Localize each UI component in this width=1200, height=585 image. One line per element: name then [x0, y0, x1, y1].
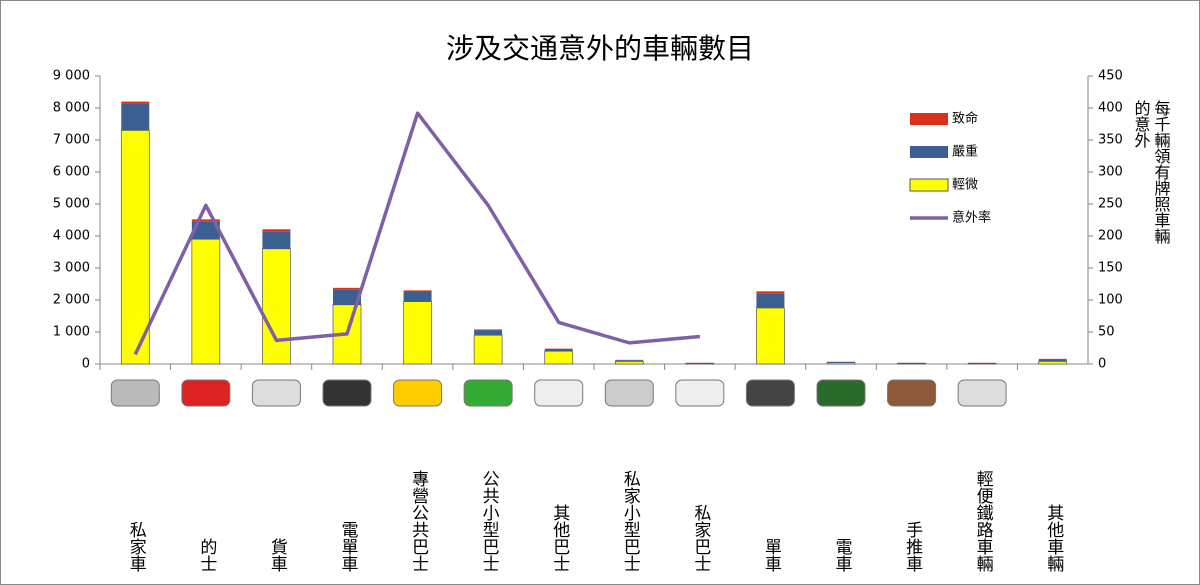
bar: [121, 101, 150, 104]
bar: [191, 238, 221, 365]
vehicle-icon: [110, 379, 160, 407]
bar: [756, 307, 785, 365]
bar: [262, 231, 291, 249]
vehicle-icon: [816, 379, 866, 407]
x-tick-label: 的士: [196, 538, 217, 572]
bar: [826, 362, 856, 365]
y-tick-label: 3 000: [53, 261, 90, 276]
bar: [1038, 358, 1067, 360]
y2-axis-title: 每千輛領有牌照車輛: [1152, 100, 1171, 244]
y-tick-label: 1 000: [53, 325, 90, 340]
bar: [262, 229, 291, 232]
x-tick-label: 其他巴士: [549, 504, 570, 572]
bar: [827, 361, 855, 363]
vehicle-icon: [887, 379, 937, 407]
x-tick-label: 私家小型巴士: [620, 470, 641, 572]
vehicle-icon: [534, 379, 584, 407]
vehicle-icon: [251, 379, 301, 407]
line: [133, 111, 701, 356]
bar: [967, 363, 997, 365]
x-tick-label: 手推車: [902, 521, 923, 572]
legend-label: 致命: [952, 111, 978, 127]
y-tick-label: 6 000: [53, 165, 90, 180]
bar: [544, 350, 574, 365]
bar: [473, 334, 503, 365]
bar: [333, 287, 361, 290]
vehicle-icon: [322, 379, 372, 407]
y-tick-label: 4 000: [53, 229, 90, 244]
y2-axis-title: 的意外: [1132, 100, 1151, 148]
legend-swatch: [910, 113, 948, 125]
y2-tick-label: 200: [1098, 229, 1123, 244]
x-tick-label: 電單車: [338, 521, 359, 572]
vehicle-icon: [745, 379, 795, 407]
vehicle-icon: [393, 379, 443, 407]
bar: [615, 360, 644, 362]
vehicle-icon: [604, 379, 654, 407]
bar: [1038, 361, 1068, 365]
bar: [403, 290, 432, 292]
bar: [474, 330, 503, 336]
y2-tick-label: 400: [1098, 101, 1123, 116]
bar: [685, 363, 715, 365]
x-tick-label: 公共小型巴士: [479, 470, 500, 572]
bar: [544, 348, 573, 352]
bar: [333, 289, 361, 305]
bar: [1038, 359, 1067, 362]
x-tick-label: 其他車輛: [1043, 504, 1064, 572]
bar: [262, 248, 291, 365]
y-tick-label: 9 000: [53, 69, 90, 84]
legend-swatch: [909, 178, 949, 192]
y-tick-label: 7 000: [53, 133, 90, 148]
vehicle-icon: [463, 379, 513, 407]
legend-swatch: [910, 146, 948, 158]
bar: [121, 103, 150, 131]
bar: [756, 291, 785, 294]
x-tick-label: 電車: [832, 538, 853, 572]
legend-label: 意外率: [952, 210, 991, 226]
x-tick-label: 私家巴士: [690, 504, 711, 572]
y-tick-label: 5 000: [53, 197, 90, 212]
y-tick-label: 2 000: [53, 293, 90, 308]
legend-label: 輕微: [952, 178, 978, 193]
vehicle-icon: [675, 379, 725, 407]
y2-tick-label: 100: [1098, 293, 1123, 308]
y2-tick-label: 300: [1098, 165, 1123, 180]
legend-label: 嚴重: [952, 144, 978, 160]
bar: [191, 221, 220, 240]
bar: [474, 329, 503, 331]
bar: [756, 293, 785, 308]
y2-tick-label: 150: [1098, 261, 1123, 276]
y2-tick-label: 350: [1098, 133, 1123, 148]
y2-tick-label: 50: [1098, 325, 1115, 340]
y2-tick-label: 250: [1098, 197, 1123, 212]
vehicle-icon: [957, 379, 1007, 407]
y2-tick-label: 0: [1098, 357, 1106, 372]
bar: [120, 130, 150, 365]
bar: [403, 301, 432, 365]
bar: [191, 219, 220, 222]
x-tick-label: 貨車: [267, 538, 288, 572]
x-tick-label: 私家車: [126, 521, 147, 572]
y-tick-label: 0: [82, 357, 90, 372]
y-tick-label: 8 000: [53, 101, 90, 116]
y2-tick-label: 450: [1098, 69, 1123, 84]
x-tick-label: 單車: [761, 538, 782, 572]
chart-title: 涉及交通意外的車輛數目: [446, 32, 754, 65]
x-tick-label: 專營公共巴士: [408, 470, 429, 572]
vehicle-icon: [181, 379, 231, 407]
bar: [614, 361, 644, 365]
bar: [403, 292, 432, 302]
x-tick-label: 輕便鐵路車輛: [973, 470, 994, 572]
bar: [897, 363, 926, 365]
